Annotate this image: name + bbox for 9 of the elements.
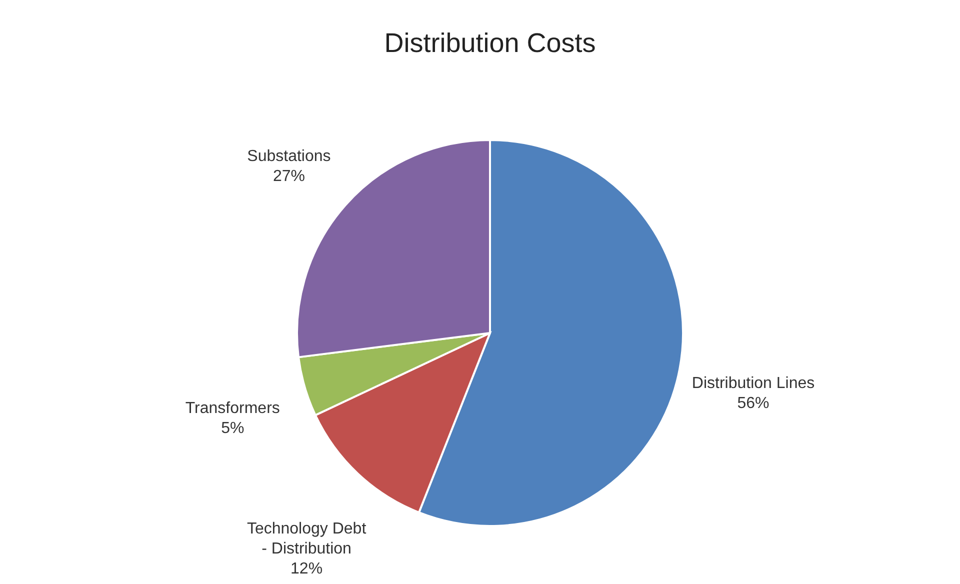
data-label: 56% — [737, 395, 770, 412]
data-label: 12% — [290, 560, 323, 578]
slice-label: Distribution Lines — [692, 375, 815, 392]
data-label: 5% — [221, 420, 244, 437]
chart-title: Distribution Costs — [384, 28, 596, 58]
slice-label: Technology Debt - Distribution — [246, 520, 367, 558]
data-label: 27% — [272, 168, 305, 185]
slice-label: Substations — [247, 148, 331, 165]
slice-label: Transformers — [185, 400, 280, 417]
